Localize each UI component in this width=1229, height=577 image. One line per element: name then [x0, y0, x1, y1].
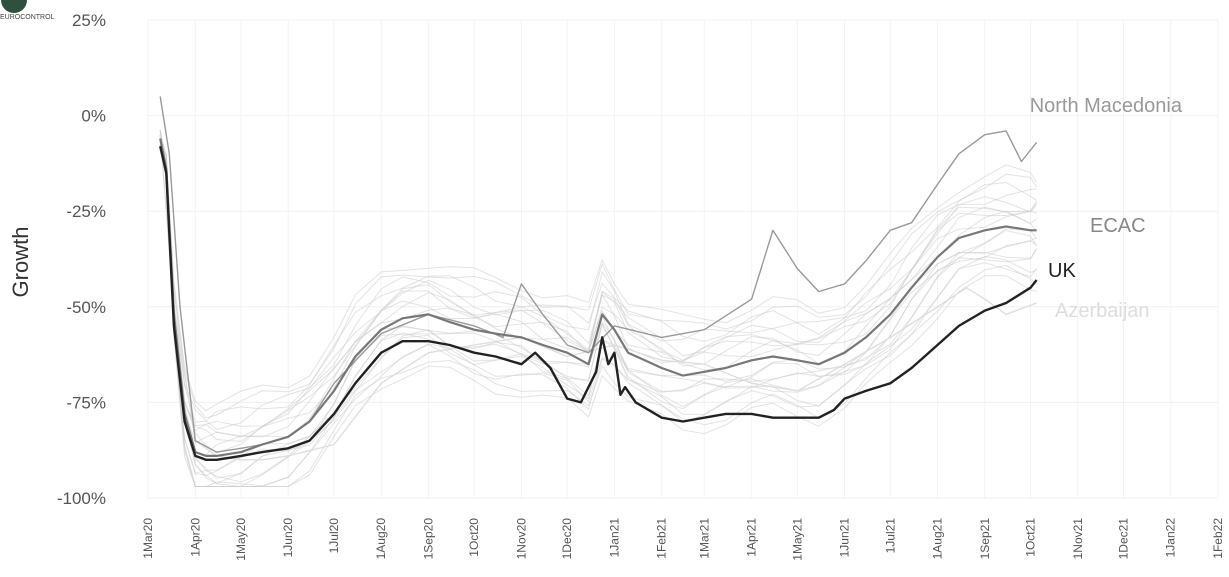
background-country-line [159, 130, 1038, 483]
x-tick-label: 1Apr21 [745, 518, 759, 557]
series-lines [159, 96, 1038, 461]
y-tick-label: -75% [66, 393, 106, 412]
x-tick-label: 1Apr20 [188, 518, 202, 557]
x-tick-label: 1Jun21 [838, 518, 852, 558]
y-tick-label: -100% [57, 489, 106, 508]
label-uk: UK [1048, 260, 1076, 282]
x-tick-label: 1Mar21 [697, 518, 711, 559]
x-tick-label: 1Feb21 [655, 518, 669, 559]
y-tick-label: -50% [66, 298, 106, 317]
series-line-uk [159, 145, 1038, 461]
label-azerbaijan: Azerbaijan [1055, 300, 1150, 322]
y-tick-label: 0% [81, 107, 106, 126]
background-country-line [159, 130, 1037, 442]
background-country-line [159, 134, 1037, 432]
x-tick-label: 1Aug20 [374, 518, 388, 560]
background-country-line [159, 142, 1037, 487]
x-tick-label: 1Nov20 [514, 518, 528, 560]
grid-lines [147, 19, 1219, 499]
background-country-line [159, 130, 1038, 438]
x-tick-label: 1Jan21 [607, 518, 621, 558]
x-tick-label: 1Nov21 [1071, 518, 1085, 560]
x-tick-label: 1Sep21 [978, 518, 992, 560]
series-line-ecac [159, 138, 1037, 457]
x-tick-label: 1Sep20 [421, 518, 435, 560]
x-tick-label: 1Oct21 [1024, 518, 1038, 557]
y-axis-label: Growth [8, 227, 33, 298]
x-tick-label: 1Jul21 [883, 518, 897, 554]
x-tick-label: 1Jun20 [281, 518, 295, 558]
x-tick-label: 1Dec20 [560, 518, 574, 560]
background-country-line [159, 135, 1037, 430]
logo-text: EUROCONTROL [0, 14, 55, 21]
background-country-lines [159, 130, 1038, 488]
logo-circle [1, 0, 27, 13]
y-tick-label: 25% [72, 11, 106, 30]
background-country-line [159, 143, 1037, 423]
label-ecac: ECAC [1090, 215, 1146, 237]
y-tick-label: -25% [66, 202, 106, 221]
label-north-macedonia: North Macedonia [1030, 95, 1183, 117]
x-tick-label: 1May20 [234, 518, 248, 561]
background-country-line [159, 137, 1037, 454]
background-country-line [159, 146, 1038, 412]
x-tick-label: 1Aug21 [931, 518, 945, 560]
x-tick-label: 1Oct20 [467, 518, 481, 557]
series-line-north-macedonia [159, 96, 1038, 453]
x-tick-label: 1Jul20 [327, 518, 341, 554]
x-tick-label: 1May21 [790, 518, 804, 561]
x-tick-label: 1Dec21 [1116, 518, 1130, 560]
y-axis-ticks: 25% 0% -25% -50% -75% -100% [57, 11, 106, 508]
background-country-line [159, 136, 1037, 444]
x-tick-label: 1Mar20 [141, 518, 155, 559]
x-axis-ticks: 1Mar20 1Apr20 1May20 1Jun20 1Jul20 1Aug20 1Sep… [141, 518, 1225, 561]
eurocontrol-logo: EUROCONTROL [0, 0, 55, 21]
background-country-line [159, 130, 1038, 488]
background-country-line [159, 145, 1038, 419]
series-line-azerbaijan [159, 134, 1037, 461]
x-tick-label: 1Feb22 [1211, 518, 1225, 559]
x-tick-label: 1Jan22 [1164, 518, 1178, 558]
